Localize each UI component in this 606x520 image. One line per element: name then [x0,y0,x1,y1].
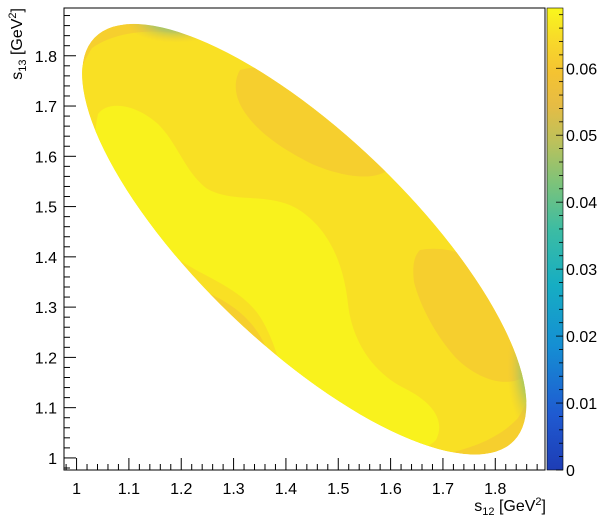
z-tick-label: 0.03 [566,262,597,279]
y-tick-label: 1.5 [35,200,57,217]
z-tick-label: 0.04 [566,195,597,212]
x-tick-label: 1.1 [118,481,140,498]
z-tick-label: 0.02 [566,329,597,346]
plot-area [65,8,545,461]
y-tick-label: 1.1 [35,401,57,418]
y-tick-label: 1.7 [35,99,57,116]
contour-edge-green-top [124,8,229,43]
y-tick-label: 1.4 [35,250,57,267]
x-axis-title: s12 [GeV2] [474,496,546,518]
y-tick-label: 1.6 [35,149,57,166]
x-tick-label: 1.8 [484,481,506,498]
colorbar-axis: 0 0.01 0.02 0.03 0.04 0.05 0.06 [556,14,597,480]
x-axis: 1 1.1 1.2 1.3 1.4 1.5 1.6 1.7 1.8 [65,458,538,498]
x-tick-label: 1 [72,481,81,498]
y-axis-title: s13 [GeV2] [7,8,29,80]
x-tick-label: 1.2 [170,481,192,498]
x-tick-label: 1.6 [379,481,401,498]
y-tick-label: 1 [48,451,57,468]
z-tick-label: 0.06 [566,61,597,78]
z-tick-label: 0 [566,463,575,480]
x-tick-label: 1.3 [222,481,244,498]
plot-frame [63,7,546,471]
x-tick-label: 1.4 [275,481,297,498]
contour-yellow-top [152,37,218,87]
y-tick-label: 1.3 [35,300,57,317]
region-fill [65,8,545,461]
x-tick-label: 1.5 [327,481,349,498]
x-tick-label: 1.7 [432,481,454,498]
colorbar [546,7,564,471]
z-tick-label: 0.05 [566,128,597,145]
y-tick-label: 1.2 [35,350,57,367]
y-tick-label: 1.8 [35,49,57,66]
contour-core-bright [94,105,440,456]
dalitz-region [65,8,545,461]
y-axis: 1 1.1 1.2 1.3 1.4 1.5 1.6 1.7 1.8 [35,15,76,469]
contour-edge-green-left [109,313,190,382]
z-tick-label: 0.01 [566,396,597,413]
